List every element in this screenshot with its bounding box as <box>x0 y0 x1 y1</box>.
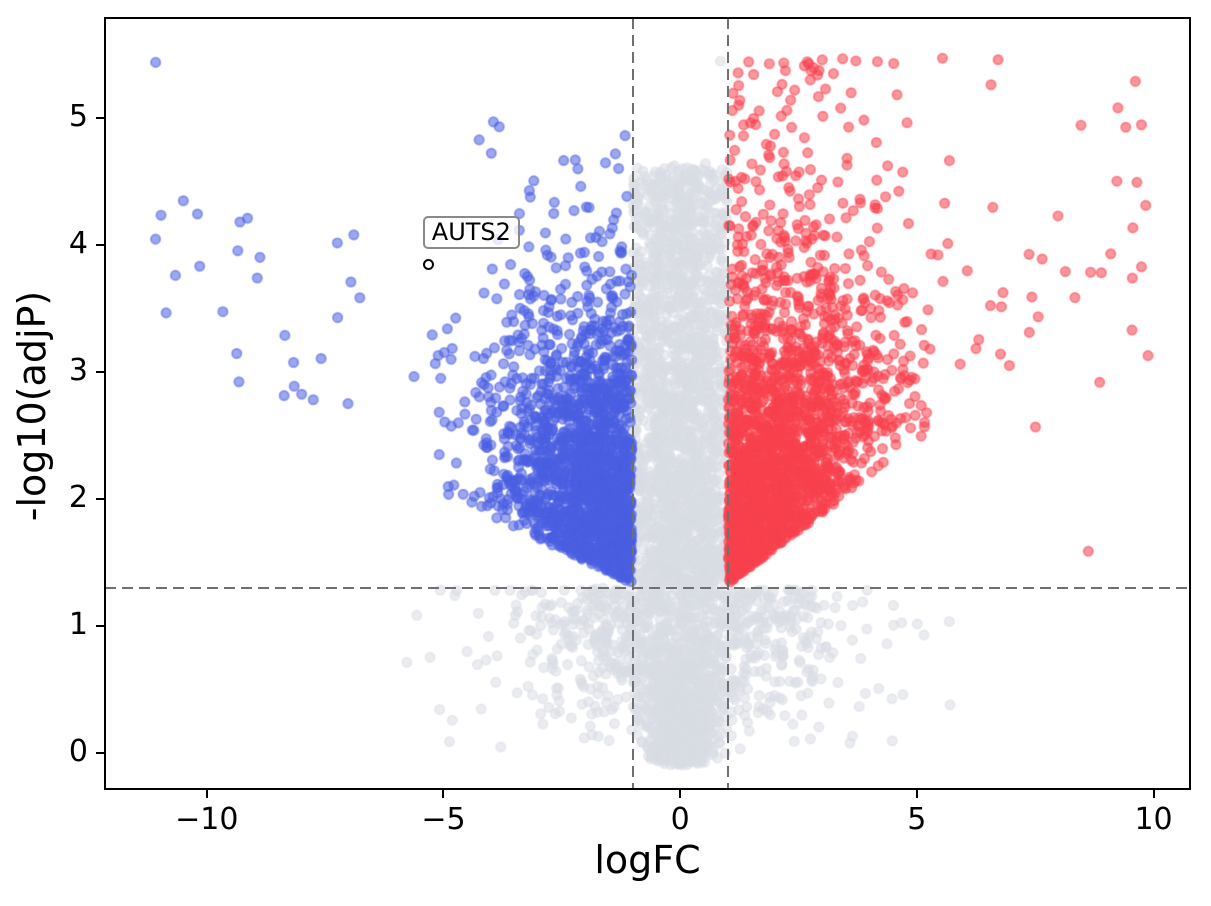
gene-annotation-marker-icon <box>423 258 435 270</box>
y-tick-label: 0 <box>68 733 88 769</box>
y-tick-mark <box>96 624 104 627</box>
y-tick-label: 4 <box>68 226 88 262</box>
y-tick-label: 2 <box>68 480 88 515</box>
x-tick-label: 5 <box>907 802 927 837</box>
x-axis-label: logFC <box>594 838 701 882</box>
x-tick-label: 10 <box>1134 802 1173 837</box>
logfc-threshold-line-positive <box>726 18 729 789</box>
x-tick-label: 0 <box>670 802 690 837</box>
x-tick-label: −10 <box>175 802 239 837</box>
x-tick-label: −5 <box>421 802 466 837</box>
y-axis-label: -log10(adjP) <box>10 290 54 522</box>
pvalue-threshold-line <box>105 586 1190 589</box>
y-tick-mark <box>96 244 104 247</box>
y-tick-mark <box>96 751 104 754</box>
y-tick-mark <box>96 117 104 120</box>
x-tick-mark <box>1152 790 1155 798</box>
y-tick-label: 3 <box>68 353 88 389</box>
x-tick-mark <box>442 790 445 798</box>
y-tick-label: 5 <box>68 99 88 135</box>
y-tick-label: 1 <box>68 606 88 642</box>
logfc-threshold-line-negative <box>631 18 634 789</box>
x-tick-mark <box>205 790 208 798</box>
y-tick-mark <box>96 498 104 500</box>
x-tick-mark <box>679 790 682 798</box>
gene-annotation-label: AUTS2 <box>422 216 520 249</box>
x-tick-mark <box>915 790 918 798</box>
y-tick-mark <box>96 371 104 374</box>
